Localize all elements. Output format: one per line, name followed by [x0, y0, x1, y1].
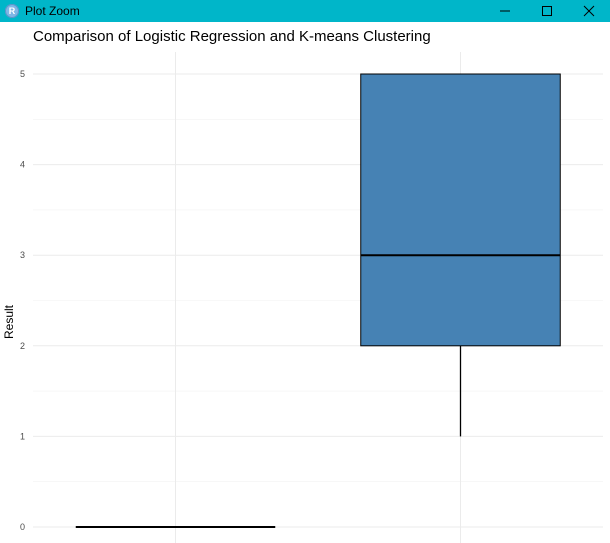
y-tick-label: 5	[20, 69, 25, 79]
maximize-button[interactable]	[526, 0, 568, 22]
minimize-button[interactable]	[484, 0, 526, 22]
window-title: Plot Zoom	[25, 4, 80, 18]
y-tick-label: 3	[20, 250, 25, 260]
y-tick-label: 0	[20, 522, 25, 532]
boxplot-chart: 0 1 2 3 4 5 Result	[2, 52, 603, 543]
maximize-icon	[542, 6, 552, 16]
plot-area: 0 1 2 3 4 5 Result Comparison of Logistic Regr…	[0, 22, 610, 543]
window-controls	[484, 0, 610, 22]
y-axis-label: Result	[2, 304, 16, 339]
r-app-icon: R	[5, 4, 19, 18]
y-tick-label: 4	[20, 160, 25, 170]
y-tick-label: 2	[20, 341, 25, 351]
chart-title: Comparison of Logistic Regression and K-…	[33, 28, 431, 45]
window-titlebar: R Plot Zoom	[0, 0, 610, 22]
box-body	[360, 73, 561, 347]
close-icon	[583, 5, 595, 17]
close-button[interactable]	[568, 0, 610, 22]
y-tick-label: 1	[20, 431, 25, 441]
minimize-icon	[500, 10, 510, 12]
